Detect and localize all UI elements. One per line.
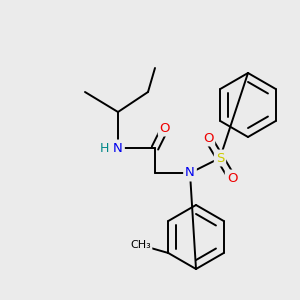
Text: CH₃: CH₃	[130, 240, 151, 250]
Text: S: S	[216, 152, 224, 164]
Text: O: O	[227, 172, 237, 184]
Text: H: H	[99, 142, 109, 154]
Text: O: O	[160, 122, 170, 134]
Text: N: N	[185, 167, 195, 179]
Text: O: O	[203, 131, 213, 145]
Text: N: N	[113, 142, 123, 154]
